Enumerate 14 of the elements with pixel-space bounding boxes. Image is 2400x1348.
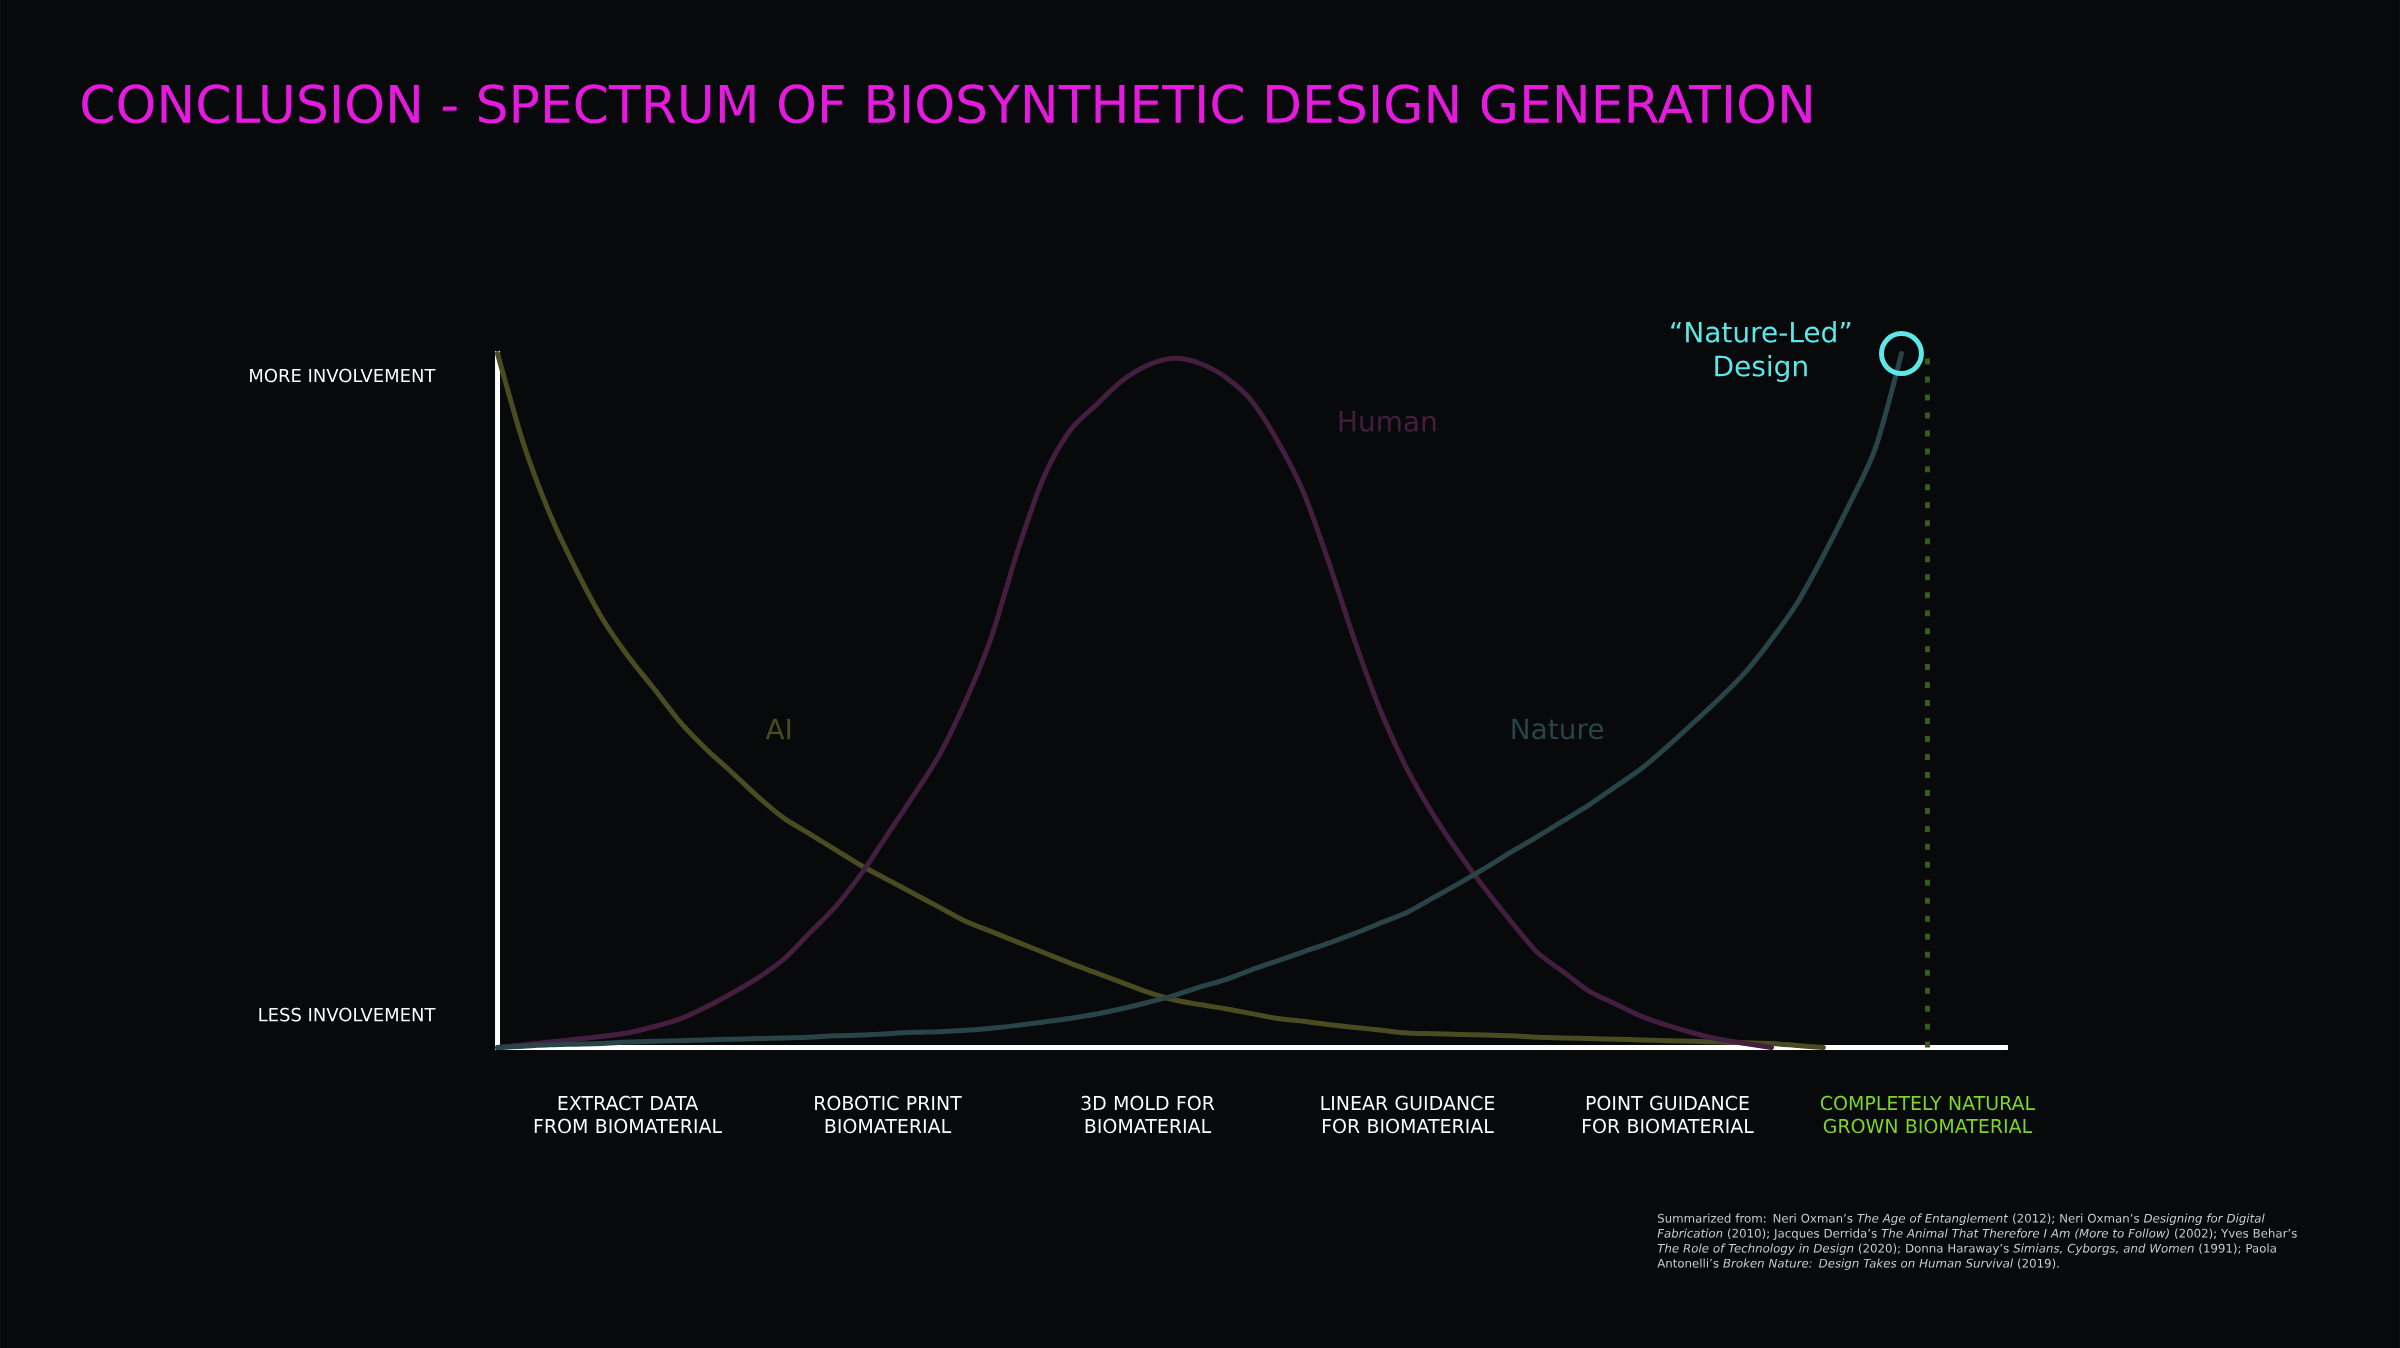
text: Summarized from: Neri Oxman’s The Age of Entanglement (2012); Neri Oxman’s Designing for Digital Fabrication (2010); Jacques Derrida’s The Animal That Therefore I Am (More to Follow) (2002); Yves Behar’s The Role of Technology in Design (2020); Donna Haraway’s Simians, Cyborgs, and Women (1991); Paola Antonelli’s Broken Nature: Design Takes on Human Survival (2019). xyxy=(1657,1213,2297,1270)
x-tick-label: ROBOTIC PRINT BIOMATERIAL xyxy=(815,1095,962,1134)
series-label: AI xyxy=(765,718,791,740)
text: Human xyxy=(1339,410,1436,432)
x-tick-label: LINEAR GUIDANCE FOR BIOMATERIAL xyxy=(1321,1095,1495,1134)
x-tick-label: POINT GUIDANCE FOR BIOMATERIAL xyxy=(1582,1095,1754,1134)
x-tick-label: 3D MOLD FOR BIOMATERIAL xyxy=(1081,1095,1215,1134)
series-label: Nature xyxy=(1512,718,1604,740)
text: LESS INVOLVEMENT xyxy=(259,1007,436,1022)
text: MORE INVOLVEMENT xyxy=(250,368,436,383)
annotation: “Nature-Led” Design xyxy=(1671,320,1851,382)
x-tick-label: COMPLETELY NATURAL GROWN BIOMATERIAL xyxy=(1820,1095,2035,1134)
chart-title: CONCLUSION - SPECTRUM OF BIOSYNTHETIC DESIGN GENERATION xyxy=(82,84,1811,124)
x-tick-label: EXTRACT DATA FROM BIOMATERIAL xyxy=(534,1095,722,1134)
